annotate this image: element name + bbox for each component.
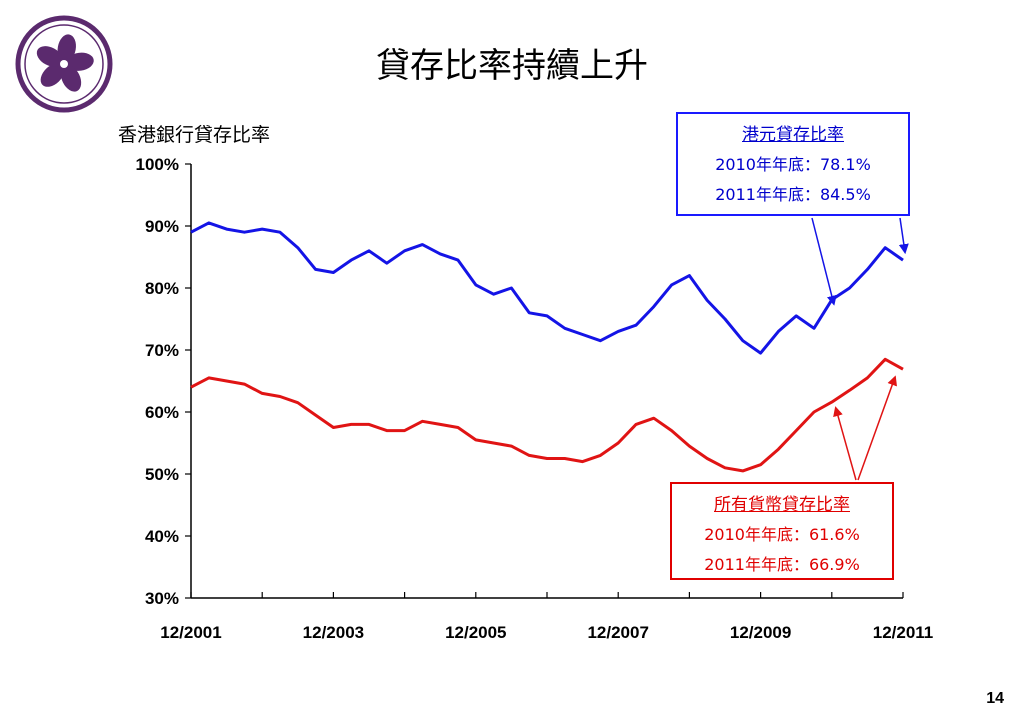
hkd-ratio-callout: 港元貸存比率 2010年年底：78.1% 2011年年底：84.5%: [676, 112, 910, 216]
x-tick-label: 12/2009: [730, 623, 791, 642]
y-tick-label: 30%: [145, 589, 179, 608]
page-number: 14: [986, 690, 1004, 707]
bauhinia-logo: [15, 15, 113, 113]
callout-arrow-hkd: [898, 217, 909, 255]
y-tick-label: 70%: [145, 341, 179, 360]
all-callout-2010: 2010年年底：61.6%: [704, 525, 860, 544]
y-tick-label: 100%: [136, 155, 179, 174]
callout-arrow-all: [857, 375, 897, 481]
hkd-callout-heading: 港元貸存比率: [742, 125, 844, 145]
hkd-callout-2011: 2011年年底：84.5%: [715, 185, 871, 204]
all-callout-2011: 2011年年底：66.9%: [704, 555, 860, 574]
all-currency-ratio-callout: 所有貨幣貸存比率 2010年年底：61.6% 2011年年底：66.9%: [670, 482, 894, 580]
page-title: 貸存比率持續上升: [376, 46, 648, 86]
series-line-all: [190, 357, 904, 473]
y-tick-label: 50%: [145, 465, 179, 484]
y-tick-label: 60%: [145, 403, 179, 422]
x-tick-label: 12/2001: [160, 623, 221, 642]
x-tick-label: 12/2011: [873, 623, 934, 642]
callout-arrow-hkd: [811, 217, 837, 306]
callout-arrow-all: [833, 406, 857, 481]
x-tick-label: 12/2007: [587, 623, 648, 642]
series-line-hkd: [190, 221, 904, 355]
y-tick-label: 40%: [145, 527, 179, 546]
y-tick-label: 90%: [145, 217, 179, 236]
hkd-callout-2010: 2010年年底：78.1%: [715, 155, 871, 174]
all-callout-heading: 所有貨幣貸存比率: [714, 495, 850, 515]
y-axis-title: 香港銀行貸存比率: [118, 124, 271, 146]
x-tick-label: 12/2003: [303, 623, 364, 642]
y-tick-label: 80%: [145, 279, 179, 298]
x-tick-label: 12/2005: [445, 623, 506, 642]
